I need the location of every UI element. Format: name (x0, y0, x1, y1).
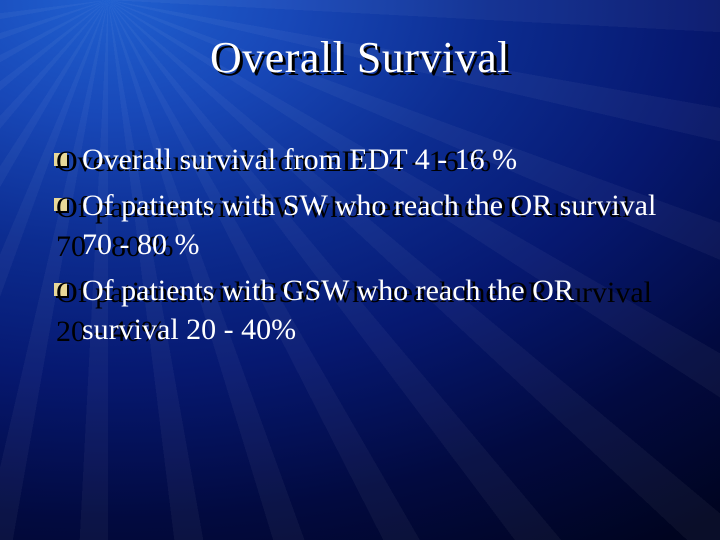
bullet-item: Of patients with SW who reach the OR sur… (54, 186, 660, 265)
bullet-text: Overall survival from EDT 4 - 16 % (82, 143, 517, 176)
bullet-list: Overall survival from EDT 4 - 16 % Overa… (54, 140, 660, 356)
bullet-item: Overall survival from EDT 4 - 16 % Overa… (54, 140, 660, 180)
slide-title-text: Overall Survival (210, 33, 510, 82)
slide-title: Overall Survival Overall Survival (0, 32, 720, 83)
bullet-item: Of patients with GSW who reach the OR su… (54, 271, 660, 350)
